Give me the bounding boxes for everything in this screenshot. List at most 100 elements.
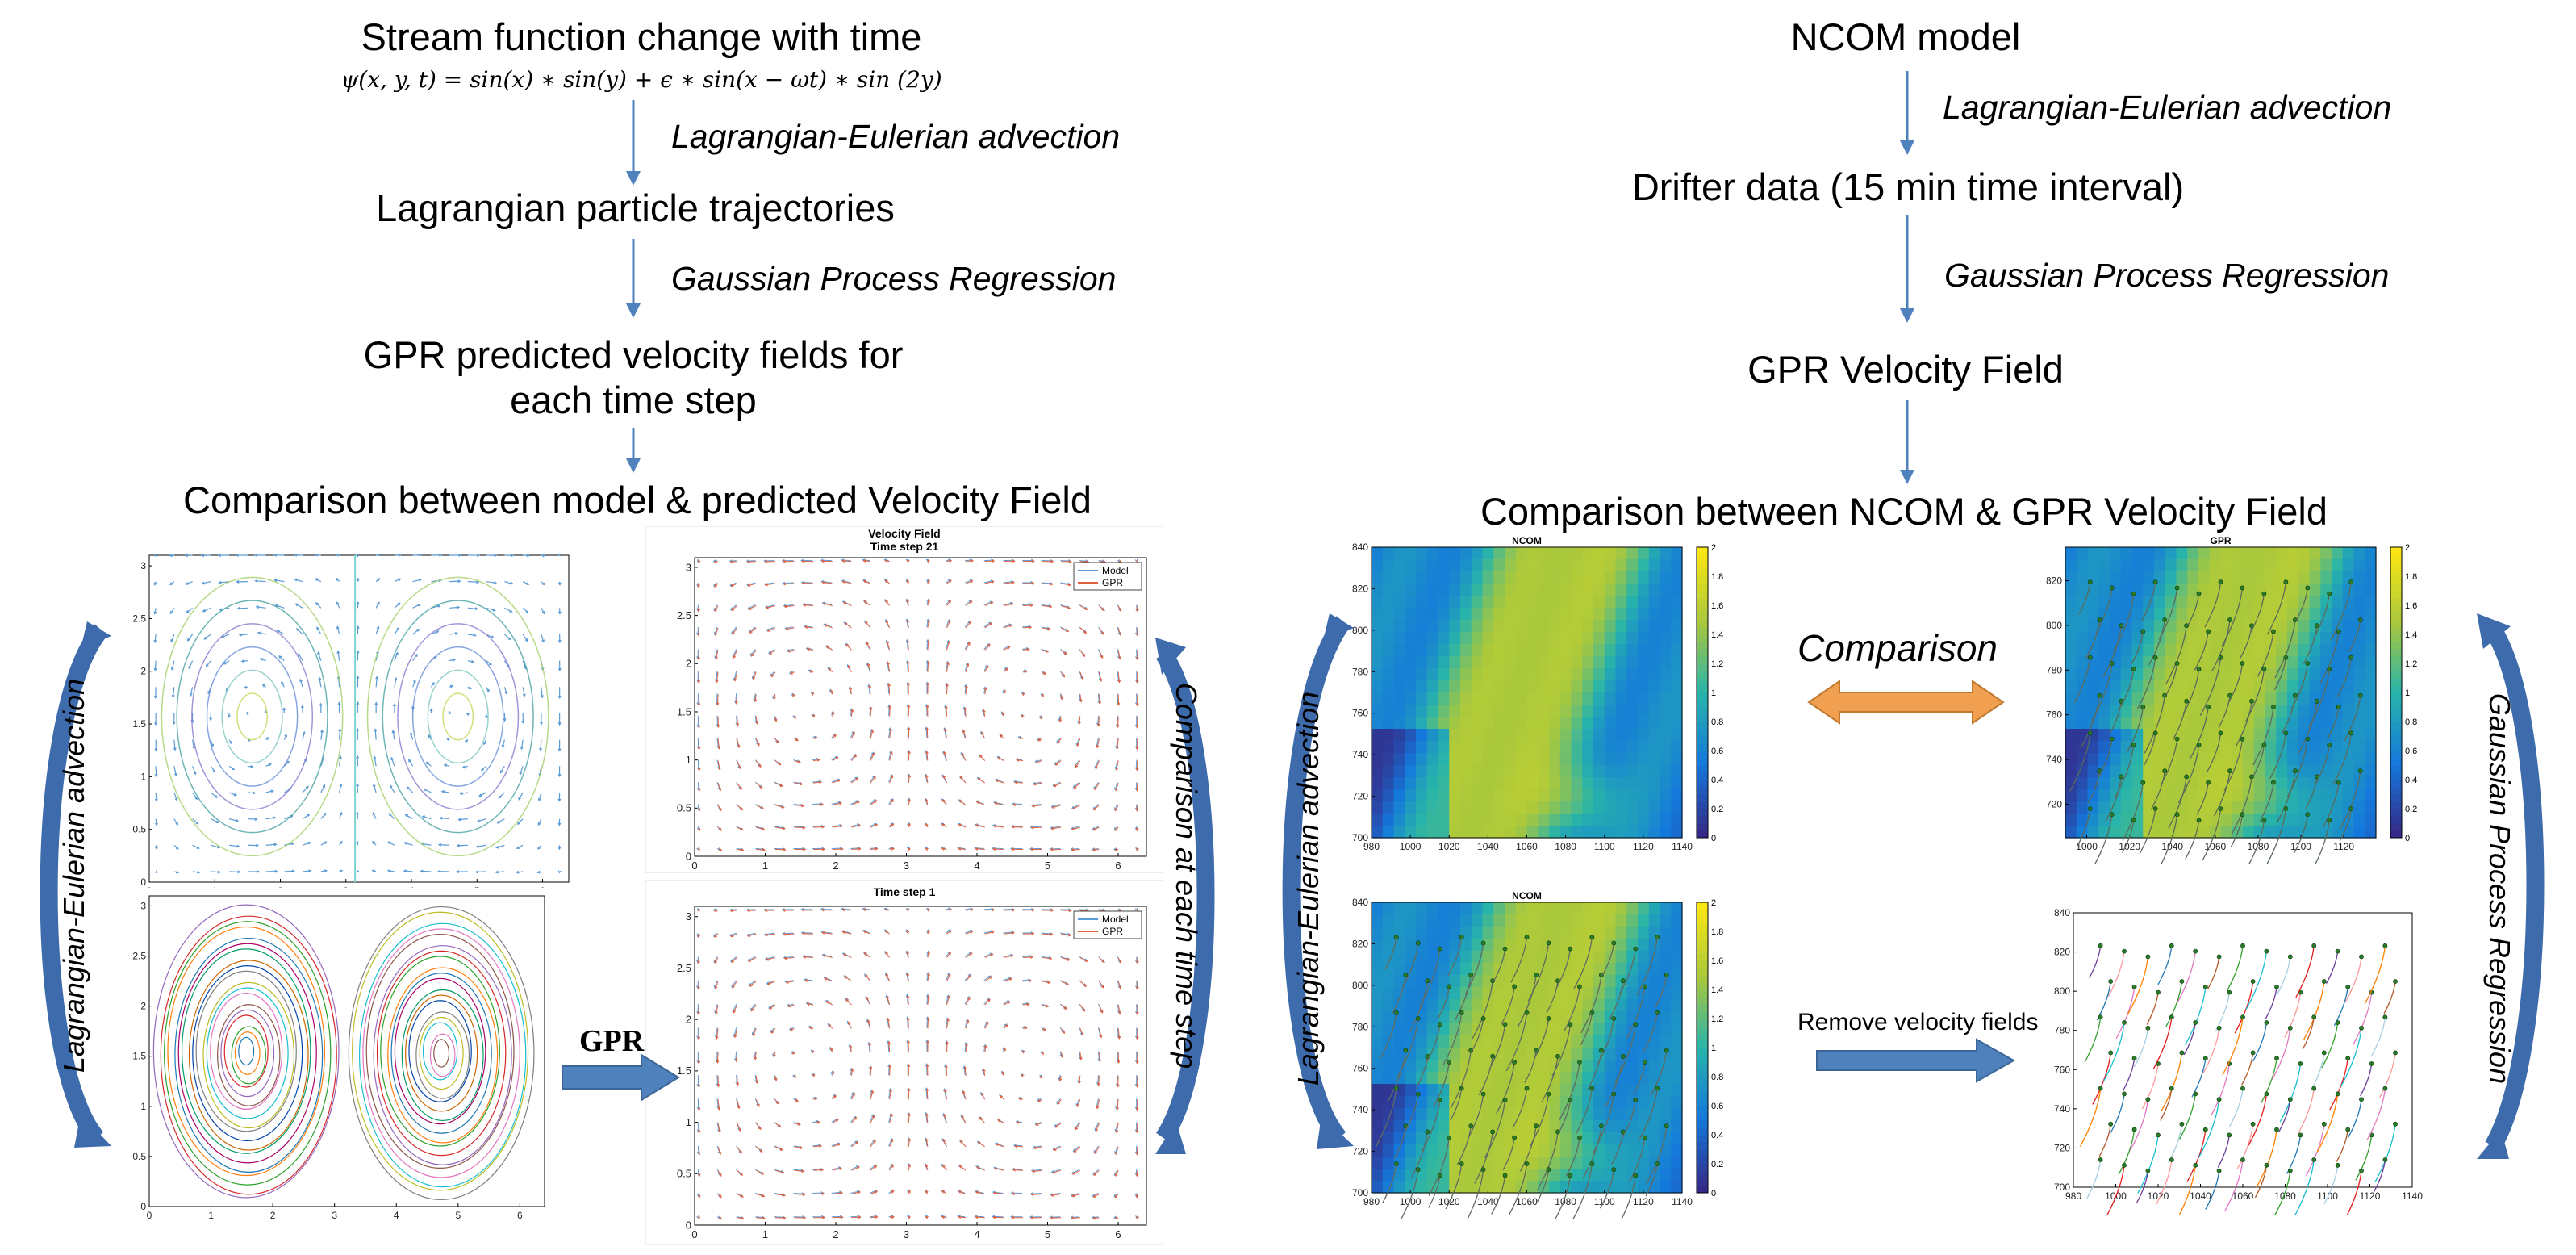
gpr-vector [960, 1140, 963, 1144]
gpr-vector [764, 933, 768, 937]
gpr-vector [907, 1088, 911, 1092]
heatmap-cell [2131, 692, 2144, 705]
model-quiver-arrow [439, 844, 450, 846]
heatmap-cell [2110, 777, 2122, 790]
heatmap-cell [2065, 680, 2077, 693]
gpr-vector [831, 711, 835, 715]
model-quiver-arrow [339, 783, 343, 787]
gpr-vector [1079, 694, 1082, 702]
heatmap-cell [2154, 608, 2166, 621]
gpr-vector [753, 1028, 757, 1036]
heatmap-cell [1393, 608, 1405, 621]
heatmap-cell [1626, 632, 1639, 645]
gpr-vector [1059, 716, 1062, 722]
heatmap-cell [2131, 765, 2144, 778]
model-quiver-arrow [202, 609, 206, 613]
gpr-vector [981, 1093, 986, 1100]
model-vector [862, 559, 870, 562]
heatmap-cell [2320, 789, 2332, 802]
x-tick-label: 1120 [2333, 841, 2354, 852]
heatmap-cell [1372, 826, 1384, 839]
gpr-vector [1092, 1217, 1100, 1219]
gpr-vector [925, 775, 929, 784]
heatmap-cell [1626, 753, 1639, 766]
model-quiver-arrow [395, 651, 399, 655]
gpr-vector [835, 1119, 839, 1123]
heatmap-cell [1426, 584, 1439, 596]
gpr-vector [1061, 583, 1071, 586]
heatmap-cell [1538, 644, 1550, 657]
heatmap-cell [2165, 644, 2177, 657]
heatmap-cell [2220, 826, 2232, 839]
model-vector [888, 798, 893, 805]
gpr-vector [1094, 787, 1098, 791]
model-quiver-arrow [398, 553, 403, 557]
heatmap-cell [1582, 705, 1594, 717]
gpr-vector [1135, 1107, 1139, 1111]
gpr-vector [886, 995, 890, 999]
model-vector [1117, 980, 1121, 989]
model-quiver-arrow [557, 773, 562, 778]
gpr-vector [984, 644, 991, 651]
heatmap-cell [2220, 814, 2232, 826]
gpr-vector [756, 1169, 764, 1175]
gpr-vector [717, 760, 720, 770]
gpr-vector [1055, 760, 1062, 766]
heatmap-cell [2120, 559, 2133, 572]
heatmap-cell [2365, 717, 2377, 730]
legend-box [1073, 562, 1142, 591]
gpr-vector [1060, 671, 1065, 678]
heatmap-cell [1526, 547, 1539, 560]
heatmap-cell [2087, 668, 2099, 681]
gpr-vector [779, 1148, 783, 1151]
gpr-vector [773, 1054, 776, 1058]
gpr-vector [889, 1089, 892, 1093]
gpr-vector [718, 1129, 721, 1133]
model-quiver-arrow [237, 607, 248, 609]
model-quiver-arrow [228, 792, 237, 797]
trajectory-curve [152, 904, 340, 1199]
heatmap-cell [1648, 608, 1661, 621]
gpr-vector [867, 663, 871, 672]
heatmap-cell [2076, 814, 2089, 826]
model-quiver-arrow [221, 634, 230, 638]
gpr-vector [946, 1018, 950, 1022]
gpr-vector [1041, 694, 1044, 697]
model-quiver-arrow [169, 582, 173, 586]
heatmap-cell [1615, 584, 1627, 596]
heatmap-cell [1372, 692, 1384, 705]
heatmap-cell [1638, 801, 1650, 814]
gpr-vector [776, 740, 779, 744]
model-quiver-arrow [470, 659, 475, 663]
model-quiver-arrow [210, 765, 215, 772]
model-vector [697, 558, 700, 563]
right-curved-arrow-left-section [1155, 638, 1215, 1154]
gpr-vector [752, 676, 756, 680]
y-tick-label: 2 [140, 1001, 146, 1012]
model-quiver-arrow [522, 607, 529, 613]
heatmap-cell [2353, 608, 2365, 621]
heatmap-cell [1549, 596, 1561, 609]
gpr-vector [864, 600, 871, 606]
heatmap-cell [2076, 620, 2089, 633]
heatmap-cell [1538, 814, 1550, 826]
heatmap-cell [1582, 559, 1594, 572]
heatmap-cell [1571, 596, 1583, 609]
gpr-vector [1011, 1215, 1014, 1219]
heatmap-cell [2165, 680, 2177, 693]
model-quiver-arrow [519, 772, 523, 776]
gpr-vector [1096, 1082, 1100, 1086]
heatmap-cell [1460, 777, 1472, 790]
gpr-vector [822, 582, 833, 584]
model-vector [774, 1193, 785, 1195]
heatmap-cell [2187, 692, 2199, 705]
heatmap-cell [2287, 814, 2299, 826]
gpr-vector [926, 682, 929, 686]
heatmap-cell [1515, 692, 1528, 705]
gpr-vector [1003, 689, 1006, 693]
heatmap-cell [1671, 777, 1683, 790]
heatmap-cell [1471, 559, 1484, 572]
heatmap-cell [1638, 571, 1650, 584]
heatmap-cell [1626, 656, 1639, 669]
heatmap-cell [1538, 692, 1550, 705]
